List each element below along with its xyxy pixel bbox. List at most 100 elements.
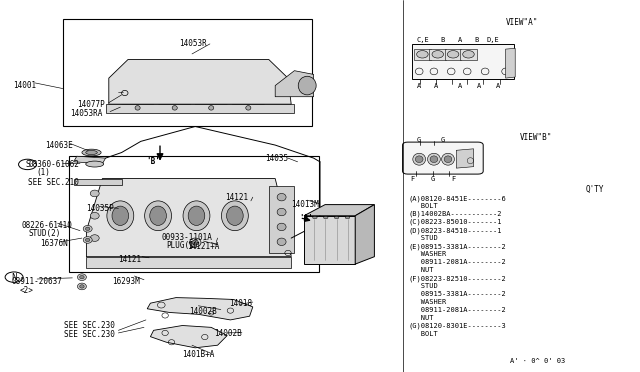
Polygon shape <box>506 48 515 78</box>
Text: 14002B: 14002B <box>214 329 242 338</box>
Ellipse shape <box>312 217 317 219</box>
Ellipse shape <box>145 201 172 231</box>
Polygon shape <box>355 205 374 264</box>
Polygon shape <box>122 78 154 104</box>
Text: A: A <box>417 83 421 89</box>
Text: SEE SEC.230: SEE SEC.230 <box>64 321 115 330</box>
Text: A: A <box>496 83 500 89</box>
Ellipse shape <box>430 156 438 163</box>
Ellipse shape <box>86 161 104 167</box>
Ellipse shape <box>298 76 316 95</box>
Polygon shape <box>445 49 461 60</box>
Ellipse shape <box>442 153 454 165</box>
Text: NUT: NUT <box>408 267 434 273</box>
Ellipse shape <box>80 285 84 288</box>
Ellipse shape <box>159 68 190 81</box>
Text: (G)08120-8301E--------3: (G)08120-8301E--------3 <box>408 323 506 330</box>
Text: 08911-20637: 08911-20637 <box>12 277 62 286</box>
Text: 14121: 14121 <box>225 193 248 202</box>
Ellipse shape <box>323 217 328 219</box>
Polygon shape <box>195 78 227 104</box>
Text: 14053R: 14053R <box>179 39 207 48</box>
Text: (A)08120-8451E--------6: (A)08120-8451E--------6 <box>408 195 506 202</box>
Polygon shape <box>86 257 291 268</box>
Text: (E)08915-3381A--------2: (E)08915-3381A--------2 <box>408 243 506 250</box>
Polygon shape <box>275 71 314 97</box>
Ellipse shape <box>196 68 227 81</box>
Ellipse shape <box>83 225 92 232</box>
Text: A: A <box>458 37 461 43</box>
Ellipse shape <box>112 206 129 225</box>
Ellipse shape <box>209 106 214 110</box>
Text: BOLT: BOLT <box>408 331 438 337</box>
Text: WASHER: WASHER <box>408 299 447 305</box>
Text: Q'TY: Q'TY <box>586 185 604 193</box>
Ellipse shape <box>150 206 166 225</box>
Text: 14121+A: 14121+A <box>188 242 220 251</box>
Text: VIEW"A": VIEW"A" <box>506 18 538 27</box>
Ellipse shape <box>188 206 205 225</box>
Polygon shape <box>460 49 477 60</box>
Ellipse shape <box>227 206 243 225</box>
Text: F: F <box>451 176 455 182</box>
Text: SEE SEC.230: SEE SEC.230 <box>64 330 115 339</box>
Ellipse shape <box>86 238 90 242</box>
Ellipse shape <box>122 68 153 81</box>
Text: A: A <box>477 83 481 89</box>
Ellipse shape <box>447 51 459 58</box>
Text: STUD: STUD <box>408 283 438 289</box>
Text: F: F <box>411 176 415 182</box>
Text: BOLT: BOLT <box>408 203 438 209</box>
Text: A' · 0^ 0' 03: A' · 0^ 0' 03 <box>510 358 565 364</box>
Ellipse shape <box>77 283 86 290</box>
Text: 'B': 'B' <box>146 157 160 166</box>
Bar <box>69 156 319 272</box>
Ellipse shape <box>221 201 248 231</box>
Ellipse shape <box>192 240 198 245</box>
Ellipse shape <box>82 149 101 156</box>
Text: B: B <box>475 37 479 43</box>
Text: 14013M: 14013M <box>291 200 319 209</box>
Bar <box>63 19 312 126</box>
Polygon shape <box>159 78 191 104</box>
Text: <2>: <2> <box>19 286 33 295</box>
Text: G: G <box>431 176 435 182</box>
Text: 14063E: 14063E <box>45 141 72 150</box>
Ellipse shape <box>77 274 86 280</box>
Ellipse shape <box>135 106 140 110</box>
Ellipse shape <box>183 201 210 231</box>
Text: C,E: C,E <box>416 37 429 43</box>
Text: NUT: NUT <box>408 315 434 321</box>
Text: 14002B: 14002B <box>189 307 216 316</box>
Text: 08226-61410: 08226-61410 <box>21 221 72 230</box>
Polygon shape <box>109 60 291 104</box>
Text: 08915-3381A--------2: 08915-3381A--------2 <box>408 291 506 297</box>
Text: WASHER: WASHER <box>408 251 447 257</box>
Text: STUD(2): STUD(2) <box>29 229 61 238</box>
Polygon shape <box>232 78 264 104</box>
Text: VIEW"B": VIEW"B" <box>520 133 552 142</box>
Text: 16293M: 16293M <box>112 277 140 286</box>
Ellipse shape <box>86 150 97 155</box>
Text: (F)08223-82510--------2: (F)08223-82510--------2 <box>408 275 506 282</box>
Polygon shape <box>304 216 355 264</box>
Text: 16376N: 16376N <box>40 239 68 248</box>
Ellipse shape <box>277 208 286 216</box>
Ellipse shape <box>417 51 428 58</box>
Ellipse shape <box>415 156 423 163</box>
Ellipse shape <box>277 238 286 246</box>
Ellipse shape <box>444 156 452 163</box>
Text: 'A': 'A' <box>300 214 314 223</box>
Ellipse shape <box>90 235 99 241</box>
Polygon shape <box>456 149 474 168</box>
Text: PLUG(1): PLUG(1) <box>166 241 199 250</box>
Text: 08911-2081A--------2: 08911-2081A--------2 <box>408 259 506 265</box>
Polygon shape <box>147 298 253 320</box>
Ellipse shape <box>346 217 350 219</box>
Text: 00933-1101A: 00933-1101A <box>162 233 212 242</box>
Polygon shape <box>414 49 431 60</box>
FancyBboxPatch shape <box>403 142 483 174</box>
Text: (D)08223-84510-------1: (D)08223-84510-------1 <box>408 227 502 234</box>
Ellipse shape <box>428 153 440 165</box>
Text: S: S <box>25 160 30 169</box>
